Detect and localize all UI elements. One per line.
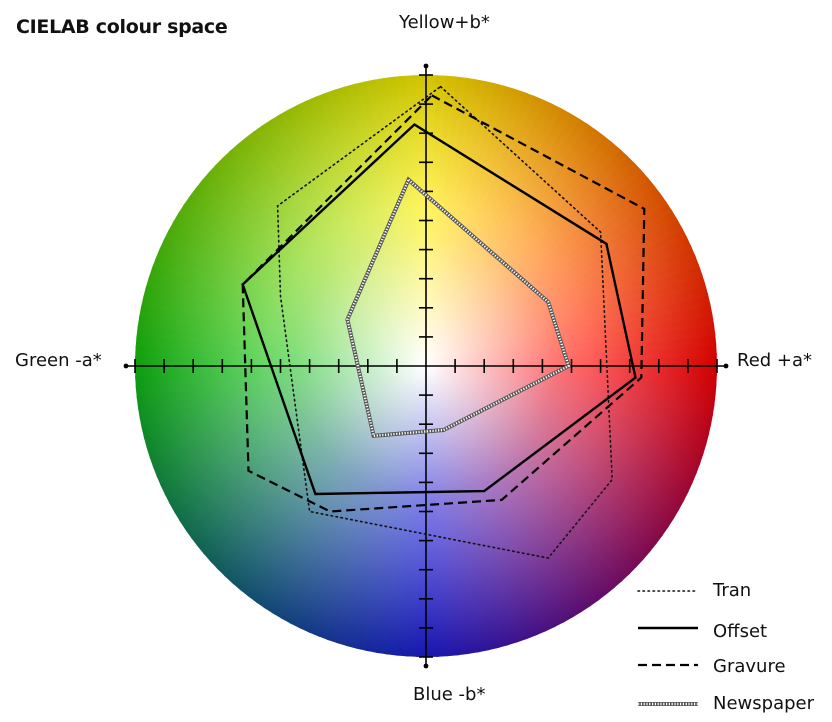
series-tran: [276, 85, 614, 559]
axis-label-yellow: Yellow+b*: [399, 12, 490, 33]
axis-end-dot: [723, 363, 729, 369]
legend-label-newspaper: Newspaper: [713, 693, 814, 714]
axis-end-dot: [123, 363, 129, 369]
axis-end-dot: [423, 63, 429, 69]
axes: [123, 63, 729, 669]
legend-label-offset: Offset: [713, 621, 768, 642]
legend: [637, 590, 699, 706]
chart-title: CIELAB colour space: [16, 16, 228, 38]
axis-label-blue: Blue -b*: [413, 684, 486, 705]
legend-label-gravure: Gravure: [713, 656, 786, 677]
axis-label-red: Red +a*: [737, 350, 813, 371]
axis-end-dot: [423, 663, 429, 669]
series-gravure: [241, 94, 646, 513]
legend-label-tran: Tran: [713, 580, 752, 601]
series-polygons: [241, 85, 646, 559]
axis-label-green: Green -a*: [15, 350, 102, 371]
series-newspaper-hatch: [346, 177, 571, 438]
